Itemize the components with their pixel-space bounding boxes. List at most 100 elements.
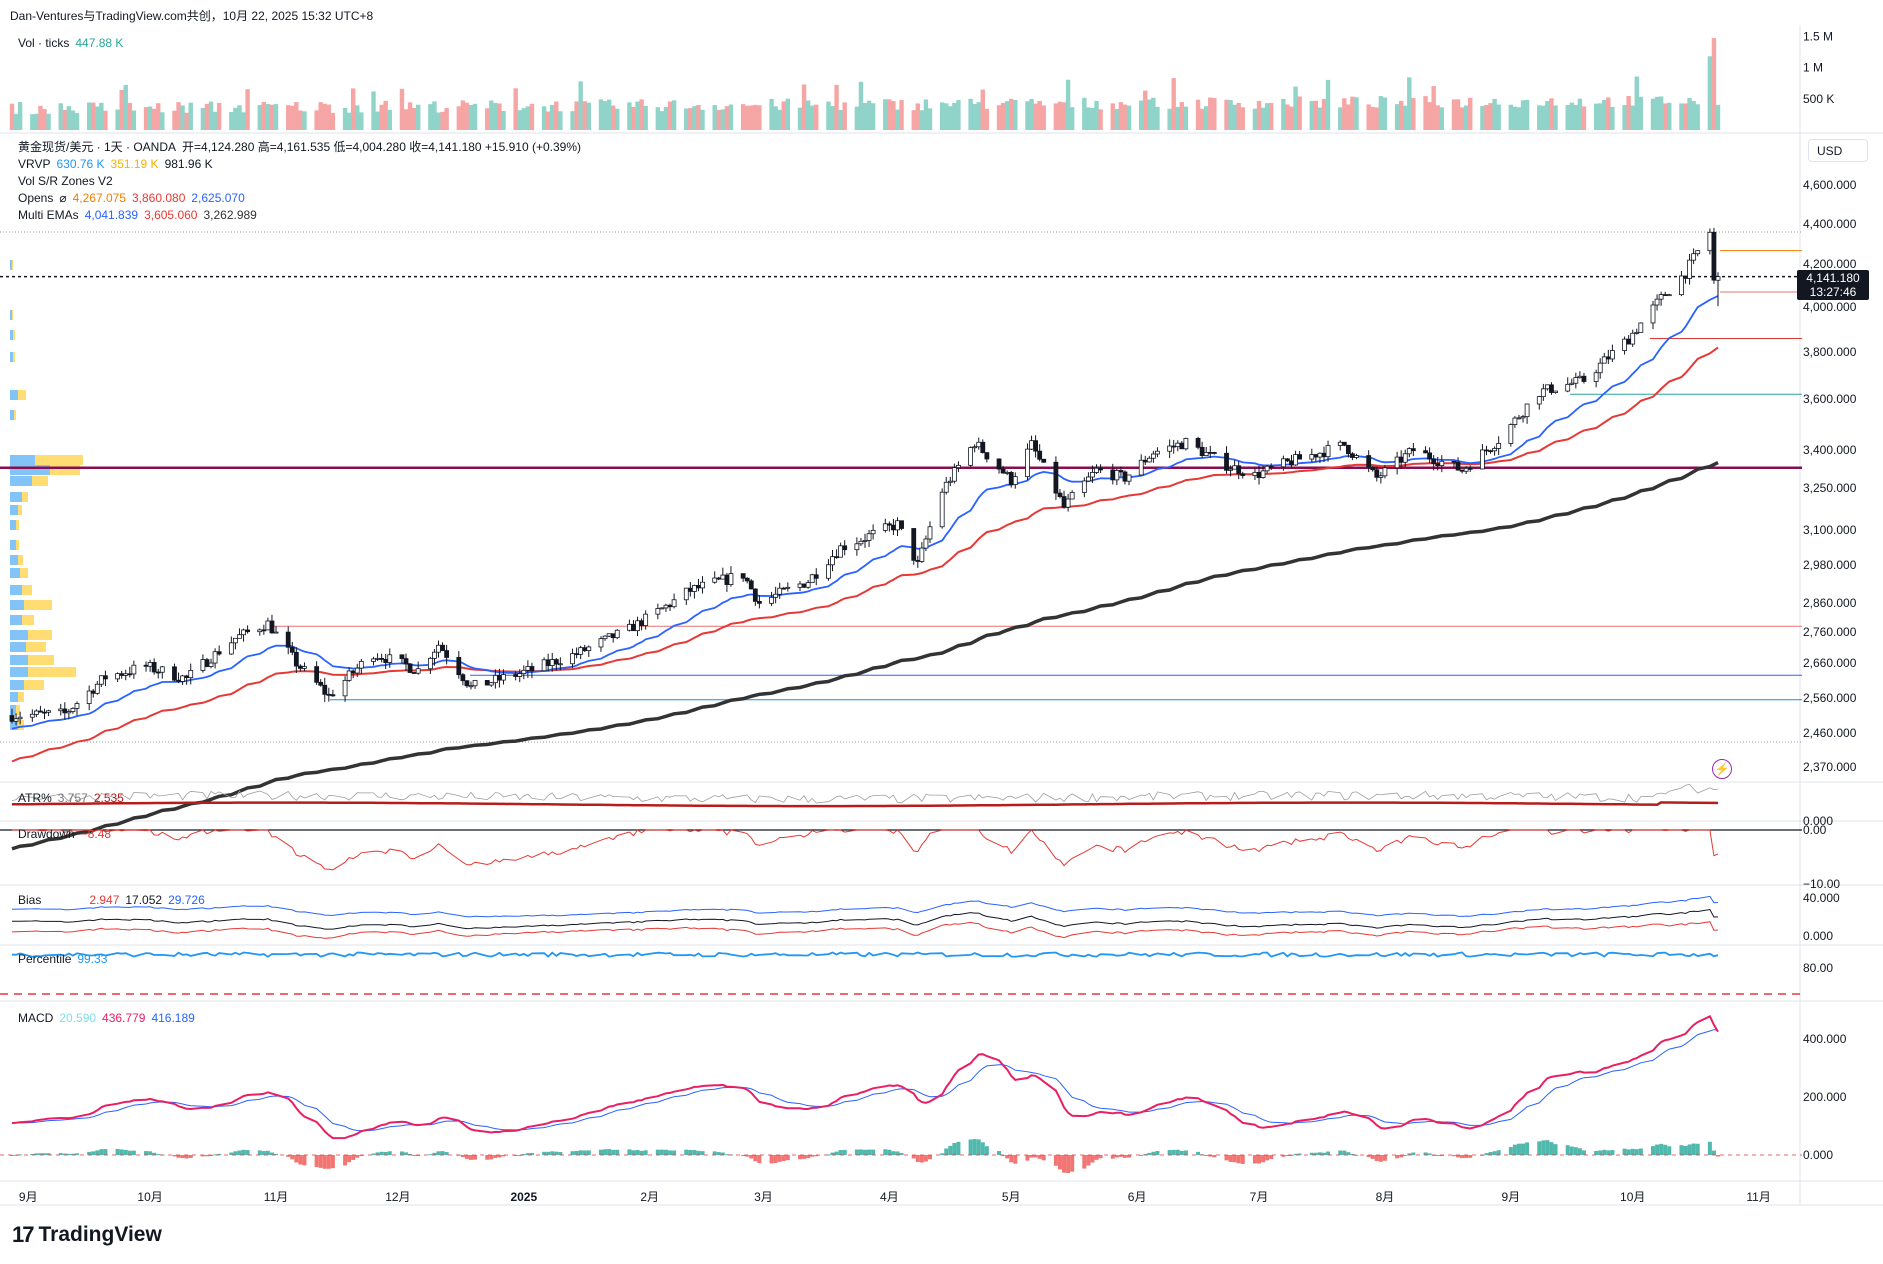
volume-profile-bar: [10, 520, 16, 530]
volume-bar: [1541, 105, 1546, 130]
macd-hist-bar: [1638, 1148, 1643, 1155]
candle-body: [358, 661, 364, 669]
volume-profile-bar: [35, 455, 83, 465]
macd-hist-bar: [1037, 1155, 1042, 1159]
volume-legend[interactable]: Vol · ticks 447.88 K: [18, 35, 129, 51]
volume-bar: [1204, 106, 1209, 130]
macd-hist-bar: [1346, 1152, 1351, 1155]
macd-hist-bar: [1679, 1145, 1684, 1155]
candle-body: [415, 668, 421, 674]
volume-bar: [785, 98, 791, 130]
macd-hist-bar: [1565, 1145, 1570, 1155]
volume-bar: [1407, 77, 1412, 130]
percentile-legend[interactable]: Percentile 99.33: [18, 951, 113, 967]
volume-bar: [444, 108, 449, 130]
current-price-value: 4,141.180: [1806, 271, 1860, 285]
candle-body: [257, 629, 263, 633]
volume-bar: [1431, 86, 1436, 130]
macd-hist-bar: [1399, 1155, 1404, 1158]
macd-hist-bar: [842, 1149, 847, 1155]
candle-body: [326, 693, 332, 696]
macd-hist-bar: [781, 1155, 786, 1161]
macd-hist-bar: [1456, 1155, 1461, 1158]
volsr-legend[interactable]: Vol S/R Zones V2: [18, 173, 119, 189]
candle-body: [549, 659, 555, 666]
volume-bar: [411, 107, 417, 130]
volume-tick-label: 1.5 M: [1803, 29, 1833, 43]
candle-body: [813, 574, 819, 579]
macd-hist-bar: [1155, 1150, 1160, 1155]
currency-button[interactable]: USD: [1808, 139, 1868, 162]
volume-bar: [1155, 106, 1160, 130]
tradingview-logo[interactable]: 17 TradingView: [12, 1222, 162, 1248]
price-tick-label: 4,600.000: [1803, 178, 1857, 192]
candle-body: [1069, 492, 1075, 500]
candle-body: [411, 672, 417, 674]
macd-hist-bar: [1013, 1155, 1018, 1164]
volume-bar: [927, 108, 933, 130]
macd-hist-bar: [184, 1155, 189, 1159]
candle-body: [756, 600, 762, 604]
candle-body: [1207, 451, 1213, 454]
volume-bar: [1366, 104, 1371, 130]
volume-legend-value: 447.88 K: [75, 36, 124, 50]
volume-bar: [1463, 105, 1469, 130]
volume-bar: [302, 111, 307, 130]
volume-profile-bar: [10, 600, 24, 610]
macd-hist-bar: [558, 1152, 563, 1155]
macd-hist-bar: [643, 1150, 648, 1155]
volume-bar: [1199, 108, 1205, 130]
macd-line: [11, 1014, 1719, 1140]
ema-20-line: [11, 295, 1719, 730]
volume-bar: [188, 102, 193, 130]
bias-legend[interactable]: Bias 2.947 17.052 29.726: [18, 892, 211, 908]
opens-legend[interactable]: Opens ⌀ 4,267.075 3,860.080 2,625.070: [18, 190, 251, 206]
candle-body: [1313, 454, 1319, 458]
macd-hist-bar: [777, 1155, 782, 1162]
volume-bar: [1488, 103, 1493, 130]
macd-hist-bar: [119, 1149, 124, 1155]
candle-body: [1317, 452, 1323, 458]
candle-body: [1232, 465, 1238, 470]
macd-hist-bar: [286, 1155, 291, 1157]
macd-hist-bar: [521, 1154, 526, 1156]
candle-body: [1065, 498, 1071, 508]
macd-hist-bar: [1204, 1155, 1209, 1156]
lightning-icon[interactable]: ⚡: [1712, 759, 1732, 779]
volume-bar: [160, 112, 165, 130]
drawdown-legend[interactable]: Drawdown −8.48: [18, 826, 117, 842]
candle-body: [773, 593, 779, 598]
candle-body: [1427, 452, 1433, 460]
emas-legend[interactable]: Multi EMAs 4,041.839 3,605.060 3,262.989: [18, 207, 263, 223]
candle-body: [472, 680, 478, 687]
candle-body: [1569, 382, 1575, 385]
candle-body: [1285, 458, 1290, 462]
candle-body: [379, 657, 385, 660]
candle-body: [350, 670, 356, 674]
volume-bar: [1147, 99, 1152, 130]
candle-body: [1605, 356, 1611, 360]
main-legend[interactable]: 黄金现货/美元 · 1天 · OANDA 开=4,124.280 高=4,161.…: [18, 139, 587, 155]
candle-body: [1337, 441, 1343, 446]
volume-bar: [212, 111, 218, 130]
current-price-tag: 4,141.180 13:27:46: [1797, 270, 1869, 300]
volume-profile-bar: [10, 705, 16, 715]
macd-hist-bar: [1553, 1144, 1558, 1155]
candle-body: [492, 674, 498, 684]
volume-bar: [749, 105, 754, 130]
countdown-value: 13:27:46: [1809, 285, 1857, 299]
volume-bar: [814, 104, 819, 130]
vrvp-legend[interactable]: VRVP 630.76 K 351.19 K 981.96 K: [18, 156, 219, 172]
candle-body: [123, 673, 129, 676]
volume-bar: [318, 102, 323, 130]
time-tick-label: 10月: [137, 1190, 162, 1204]
volume-bar: [1228, 99, 1233, 130]
macd-hist-bar: [233, 1151, 238, 1155]
volume-bar: [1577, 98, 1583, 130]
candle-body: [1354, 455, 1359, 458]
atr-legend[interactable]: ATR% 3.757 2.535: [18, 790, 130, 806]
macd-legend[interactable]: MACD 20.590 436.779 416.189: [18, 1010, 201, 1026]
macd-hist-bar: [586, 1150, 591, 1155]
volume-bar: [1581, 106, 1587, 130]
